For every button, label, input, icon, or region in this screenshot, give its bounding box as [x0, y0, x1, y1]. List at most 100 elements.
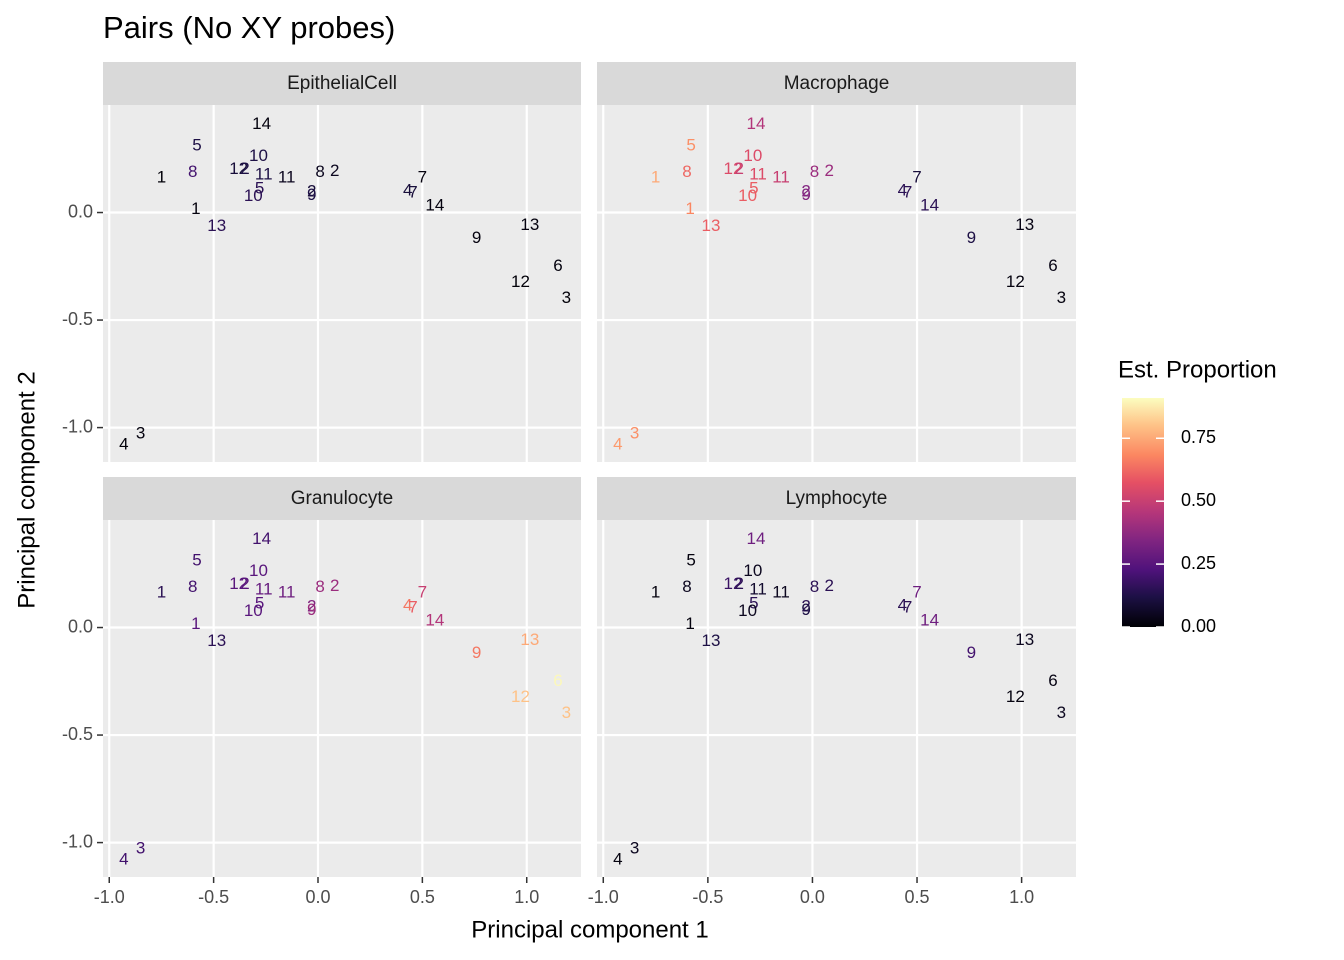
- x-tick-label: -0.5: [692, 887, 723, 907]
- point-label: 2: [801, 182, 810, 201]
- point-label: 9: [801, 185, 810, 204]
- point-label: 4: [613, 849, 622, 868]
- point-label: 7: [418, 168, 427, 187]
- point-label: 1: [651, 168, 660, 187]
- point-label: 6: [553, 256, 562, 275]
- x-tick-label: -1.0: [94, 887, 125, 907]
- y-tick-label: -0.5: [62, 309, 93, 329]
- point-label: 1: [651, 583, 660, 602]
- point-label: 1: [157, 583, 166, 602]
- point-label: 11: [278, 583, 296, 602]
- point-label: 4: [119, 849, 128, 868]
- point-label: 11: [255, 164, 273, 183]
- y-tick-label: 0.0: [68, 201, 93, 221]
- colorbar-label: 0.25: [1181, 553, 1216, 573]
- strip: [103, 62, 581, 105]
- x-tick-label: 0.0: [800, 887, 825, 907]
- point-label: 13: [1015, 215, 1034, 234]
- point-label: 5: [255, 593, 264, 612]
- colorbar-label: 0.75: [1181, 427, 1216, 447]
- point-label: 10: [249, 561, 268, 580]
- strip: [103, 477, 581, 520]
- point-label: 12: [511, 687, 530, 706]
- point-label: 5: [255, 178, 264, 197]
- x-tick-label: 0.5: [410, 887, 435, 907]
- panel-bg: [103, 105, 581, 462]
- point-label: 14: [747, 114, 766, 133]
- point-label: 4: [403, 596, 412, 615]
- point-label: 3: [562, 288, 571, 307]
- colorbar-label: 0.50: [1181, 490, 1216, 510]
- point-label: 6: [553, 671, 562, 690]
- x-axis-title: Principal component 1: [471, 916, 708, 943]
- x-tick-label: 0.0: [305, 887, 330, 907]
- point-label: 14: [920, 611, 939, 630]
- point-label: 4: [613, 434, 622, 453]
- point-label: 14: [252, 114, 271, 133]
- point-label: 2: [735, 159, 744, 178]
- point-label: 8: [315, 162, 324, 181]
- point-label: 9: [801, 600, 810, 619]
- point-label: 14: [425, 611, 444, 630]
- point-label: 2: [735, 574, 744, 593]
- chart-title: Pairs (No XY probes): [103, 10, 395, 45]
- point-label: 2: [330, 576, 339, 595]
- colorbar-label: 0.00: [1181, 616, 1216, 636]
- point-label: 3: [1057, 703, 1066, 722]
- point-label: 4: [403, 181, 412, 200]
- y-tick-label: -1.0: [62, 416, 93, 436]
- point-label: 9: [472, 228, 481, 247]
- point-label: 2: [307, 597, 316, 616]
- point-label: 12: [229, 159, 248, 178]
- point-label: 13: [207, 631, 226, 650]
- point-label: 12: [723, 574, 742, 593]
- point-label: 12: [1006, 687, 1025, 706]
- point-label: 1: [685, 614, 694, 633]
- x-tick-label: -1.0: [588, 887, 619, 907]
- point-label: 13: [520, 630, 539, 649]
- point-label: 1: [191, 199, 200, 218]
- point-label: 11: [772, 168, 790, 187]
- point-label: 11: [772, 583, 790, 602]
- y-tick-label: -0.5: [62, 724, 93, 744]
- point-label: 9: [967, 228, 976, 247]
- x-tick-label: 1.0: [1009, 887, 1034, 907]
- point-label: 7: [903, 598, 912, 617]
- point-label: 10: [244, 601, 263, 620]
- point-label: 2: [330, 161, 339, 180]
- y-tick-label: 0.0: [68, 616, 93, 636]
- point-label: 10: [743, 146, 762, 165]
- point-label: 11: [749, 164, 767, 183]
- point-label: 1: [191, 614, 200, 633]
- x-tick-label: 0.5: [905, 887, 930, 907]
- point-label: 4: [898, 596, 907, 615]
- point-label: 7: [903, 183, 912, 202]
- point-label: 10: [249, 146, 268, 165]
- point-label: 7: [408, 183, 417, 202]
- point-label: 3: [136, 839, 145, 858]
- point-label: 2: [240, 574, 249, 593]
- point-label: 10: [738, 601, 757, 620]
- point-label: 13: [207, 216, 226, 235]
- point-label: 7: [418, 583, 427, 602]
- point-label: 14: [920, 196, 939, 215]
- point-label: 8: [682, 162, 691, 181]
- point-label: 9: [472, 643, 481, 662]
- x-tick-label: -0.5: [198, 887, 229, 907]
- point-label: 12: [229, 574, 248, 593]
- colorbar: [1122, 398, 1164, 627]
- point-label: 5: [749, 178, 758, 197]
- point-label: 2: [307, 182, 316, 201]
- point-label: 2: [801, 597, 810, 616]
- point-label: 11: [749, 579, 767, 598]
- panel-bg: [597, 520, 1076, 877]
- point-label: 14: [425, 196, 444, 215]
- point-label: 7: [912, 168, 921, 187]
- point-label: 14: [747, 529, 766, 548]
- point-label: 4: [898, 181, 907, 200]
- point-label: 3: [136, 424, 145, 443]
- strip-label: Lymphocyte: [786, 488, 888, 509]
- point-label: 5: [686, 135, 695, 154]
- point-label: 6: [1048, 256, 1057, 275]
